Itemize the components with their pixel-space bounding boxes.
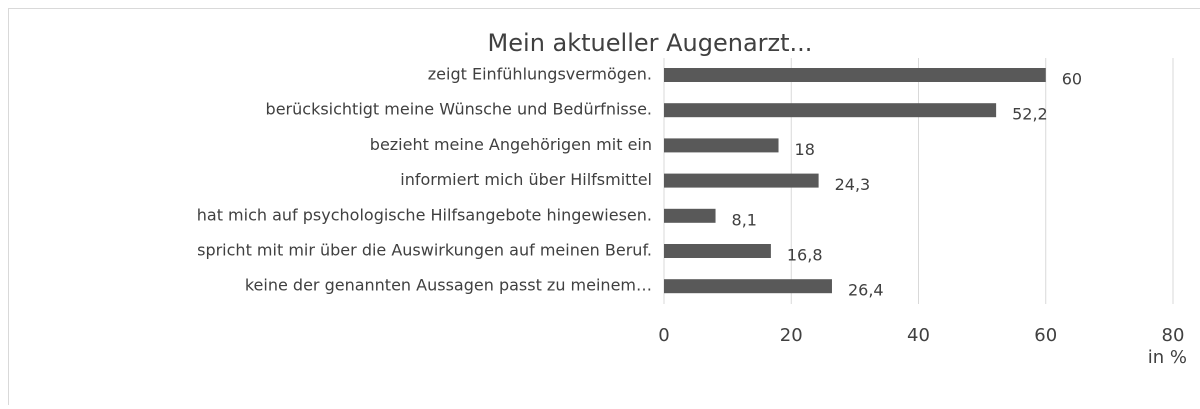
x-tick-label: 40 [907,325,930,346]
data-label: 60 [1062,70,1082,89]
data-label: 26,4 [848,281,884,300]
bar [664,68,1046,82]
data-label: 52,2 [1012,105,1048,124]
y-tick-label: bezieht meine Angehörigen mit ein [370,135,652,154]
y-tick-label: hat mich auf psychologische Hilfsangebot… [197,205,652,224]
y-tick-label: zeigt Einfühlungsvermögen. [428,65,652,84]
data-label: 8,1 [732,210,757,229]
data-label: 24,3 [835,175,871,194]
data-label: 16,8 [787,246,823,265]
x-tick-label: 80 [1162,325,1185,346]
x-axis-label: in % [1148,347,1187,368]
x-tick-label: 0 [658,325,669,346]
y-tick-label: spricht mit mir über die Auswirkungen au… [197,241,652,260]
bar [664,279,832,293]
bar [664,174,819,188]
y-tick-label: keine der genannten Aussagen passt zu me… [245,276,652,295]
bar [664,209,716,223]
bar [664,244,771,258]
bar [664,103,996,117]
y-tick-label: berücksichtigt meine Wünsche und Bedürfn… [266,100,652,119]
data-label: 18 [795,140,815,159]
x-tick-label: 60 [1034,325,1057,346]
chart-title: Mein aktueller Augenarzt... [488,29,813,57]
y-tick-label: informiert mich über Hilfsmittel [400,170,652,189]
bar [664,138,779,152]
x-tick-label: 20 [780,325,803,346]
